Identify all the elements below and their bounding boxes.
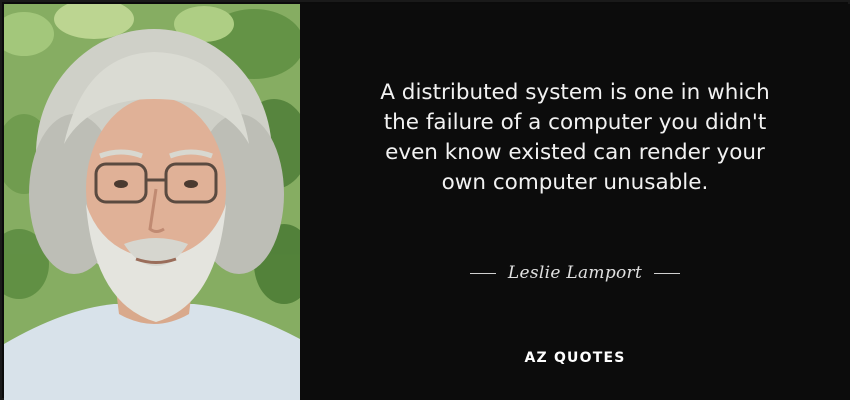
quote-line: own computer unusable. bbox=[441, 170, 709, 195]
author-name[interactable]: Leslie Lamport bbox=[507, 263, 643, 283]
quote-line: A distributed system is one in which bbox=[380, 80, 770, 105]
quote-line: even know existed can render your bbox=[385, 140, 765, 165]
author-portrait bbox=[4, 4, 300, 400]
quote-text: A distributed system is one in which the… bbox=[300, 78, 850, 198]
quote-line: the failure of a computer you didn't bbox=[383, 110, 767, 135]
left-dash bbox=[469, 272, 496, 274]
brand-logo[interactable]: AZ QUOTES bbox=[524, 350, 626, 366]
quote-panel: A distributed system is one in which the… bbox=[300, 4, 850, 400]
author-attribution: Leslie Lamport bbox=[300, 258, 850, 288]
right-dash bbox=[654, 272, 681, 274]
